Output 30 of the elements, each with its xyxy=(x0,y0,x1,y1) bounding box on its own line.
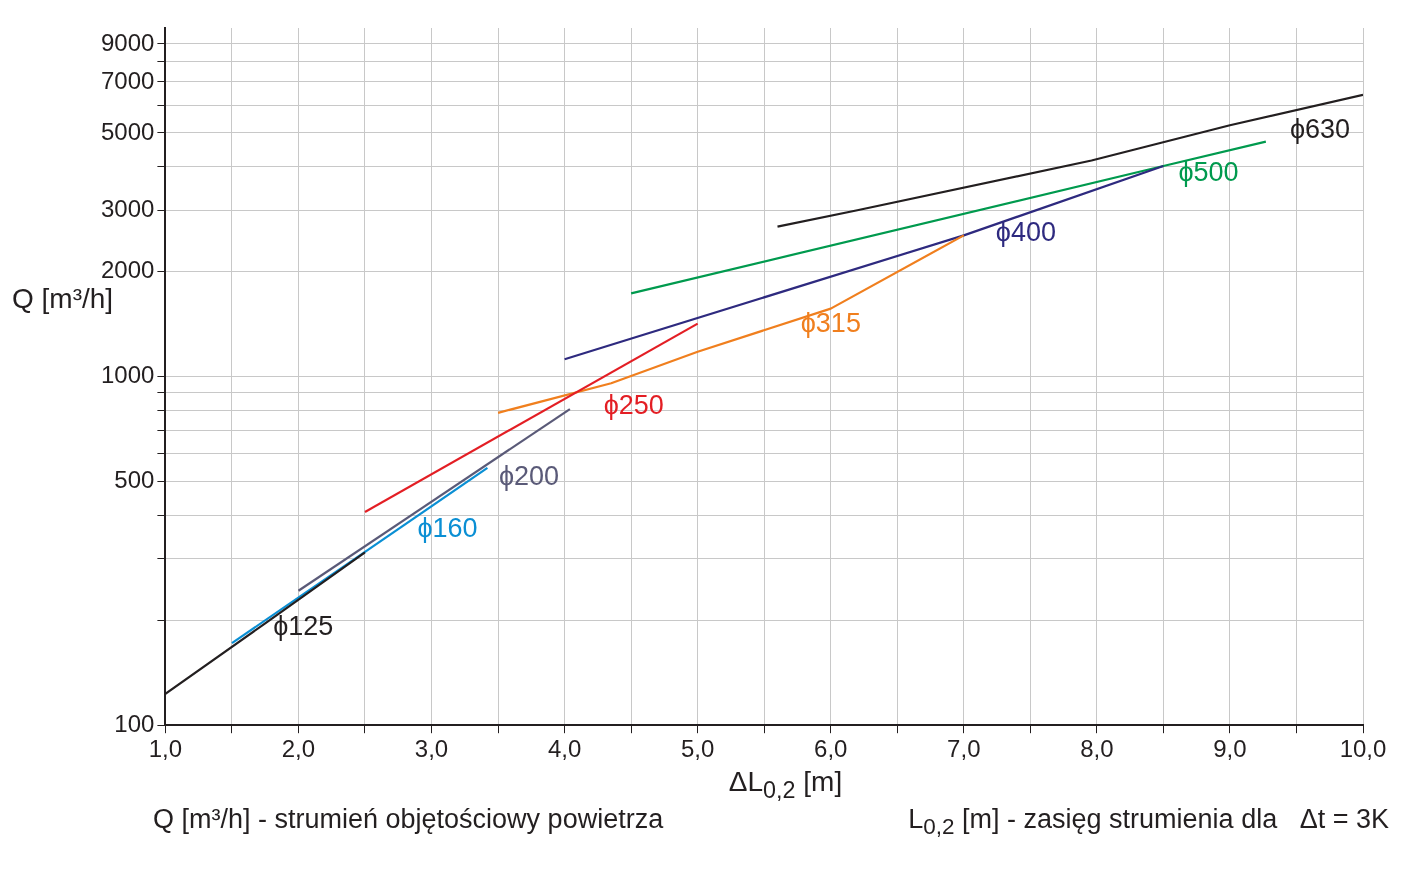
y-tick-label: 5000 xyxy=(101,117,155,145)
x-tick-label: 8,0 xyxy=(1080,735,1114,763)
series-label: ϕ160 xyxy=(417,513,478,544)
x-tick-label: 4,0 xyxy=(547,735,582,763)
x-tick-label: 9,0 xyxy=(1213,735,1247,763)
x-tick-label: 3,0 xyxy=(414,735,449,763)
series-label: ϕ250 xyxy=(603,390,664,421)
y-tick-label: 2000 xyxy=(101,256,155,284)
y-tick-label: 7000 xyxy=(101,66,155,94)
y-tick-label: 100 xyxy=(114,709,155,737)
series-label: ϕ500 xyxy=(1178,157,1239,188)
text: L$_{0,2}$ [m] - zasięg strumienia dla Δt = 3K xyxy=(908,803,1389,840)
x-tick-label: 7,0 xyxy=(947,735,981,763)
x-tick-label: 6,0 xyxy=(814,735,848,763)
x-tick-label: 5,0 xyxy=(680,735,715,763)
series-label: ϕ200 xyxy=(498,460,560,491)
text: Q [m³/h] - strumień objętościowy powietrza xyxy=(153,803,664,836)
y-tick-label: 3000 xyxy=(101,194,155,222)
y-tick-label: 1000 xyxy=(101,361,155,389)
x-tick-label: 10,0 xyxy=(1339,735,1387,763)
series-label: ϕ630 xyxy=(1289,113,1351,144)
x-tick-label: 1,0 xyxy=(148,735,183,763)
y-tick-label: 500 xyxy=(114,466,155,494)
x-tick-label: 2,0 xyxy=(281,735,316,763)
series-label: ϕ125 xyxy=(273,610,334,641)
x-axis-title: ΔL$_{0,2}$ [m] xyxy=(727,766,844,804)
y-axis-title: Q [m³/h] xyxy=(12,283,114,315)
series-label: ϕ400 xyxy=(995,216,1056,247)
series-label: ϕ315 xyxy=(800,308,861,339)
y-tick-label: 9000 xyxy=(101,28,155,56)
